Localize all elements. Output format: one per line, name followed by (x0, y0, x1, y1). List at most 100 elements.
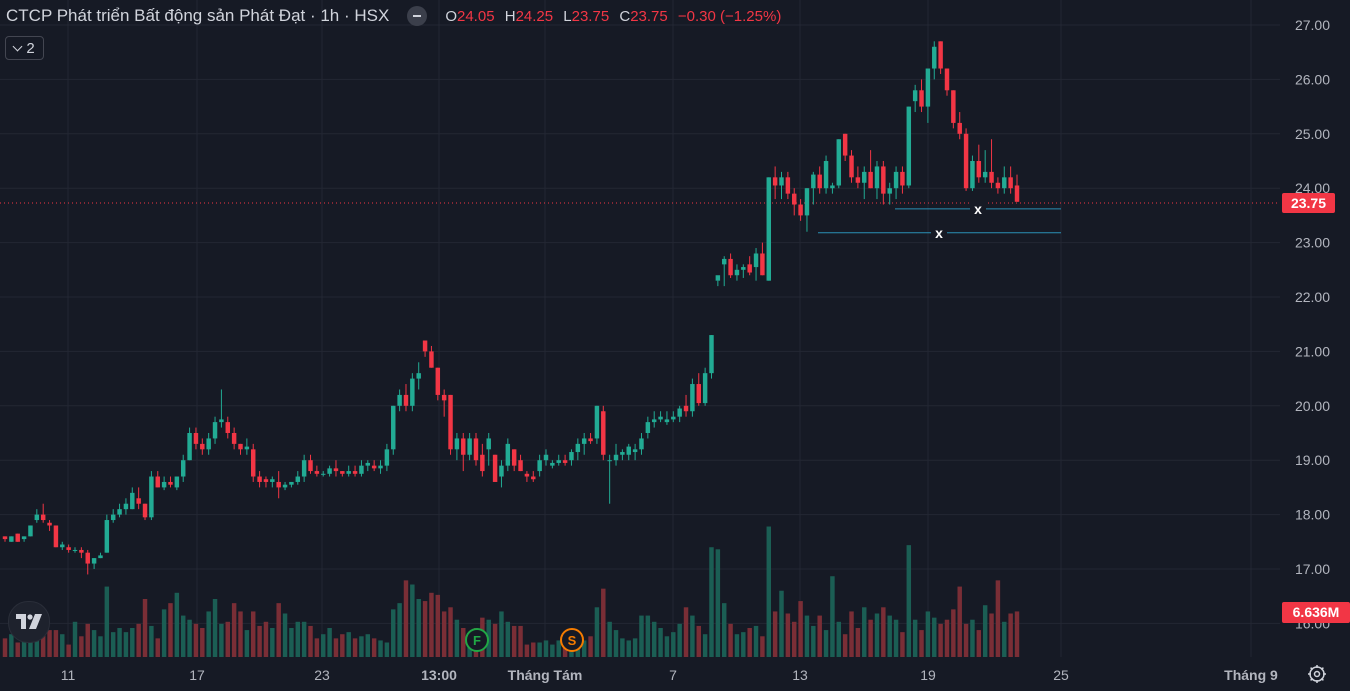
volume-bar (384, 642, 390, 657)
volume-bar (168, 603, 173, 657)
x-tick-label: 7 (669, 667, 677, 683)
candle-body (365, 462, 371, 466)
candle-body (231, 433, 237, 444)
candle-body (830, 185, 835, 189)
candle-body (569, 452, 574, 461)
volume-bar (874, 613, 880, 657)
volume-bar (231, 603, 237, 657)
volume-bar (206, 611, 211, 657)
y-tick-label: 23.00 (1295, 235, 1330, 251)
x-tick-label: 19 (920, 667, 936, 683)
candle-body (219, 419, 224, 423)
volume-bar (855, 628, 861, 657)
volume-bar (79, 636, 84, 657)
volume-bar (47, 630, 52, 657)
candle-body (238, 443, 243, 450)
volume-bar (881, 607, 886, 657)
candle-body (696, 384, 701, 404)
volume-bar (798, 601, 803, 657)
volume-bar (887, 615, 892, 657)
tradingview-logo-icon[interactable] (8, 601, 50, 643)
hide-series-icon[interactable] (407, 6, 428, 26)
candle-body (130, 492, 135, 510)
candle-body (575, 443, 581, 453)
candle-body (671, 416, 676, 420)
candle-body (9, 536, 14, 542)
candle-body (677, 408, 682, 417)
volume-bar (123, 632, 129, 657)
volume-bar (976, 630, 982, 657)
symbol-title[interactable]: CTCP Phát triển Bất động sản Phát Đạt · … (6, 6, 390, 25)
volume-bar (225, 621, 230, 657)
svg-text:6.636M: 6.636M (1293, 604, 1340, 620)
volume-bar (951, 609, 956, 657)
candlesticks (2, 41, 1020, 575)
candle-body (416, 373, 421, 379)
volume-bar (588, 636, 593, 657)
high-label: H (504, 7, 516, 25)
volume-bar (804, 615, 810, 657)
volume-bar (410, 584, 415, 657)
indicator-count: 2 (26, 39, 35, 57)
volume-bar (982, 605, 988, 657)
settings-gear-icon[interactable] (1307, 664, 1327, 684)
chevron-down-icon (12, 41, 23, 51)
volume-bar (289, 628, 294, 657)
volume-bar (187, 619, 192, 657)
candle-body (747, 264, 752, 273)
candle-body (155, 476, 160, 488)
candle-body (1014, 185, 1020, 202)
candle-body (785, 177, 791, 194)
indicators-toggle-button[interactable]: 2 (5, 36, 44, 60)
candle-body (537, 460, 542, 472)
volume-bar (270, 628, 275, 657)
volume-bar (963, 623, 969, 657)
candle-body (779, 177, 784, 186)
volume-bar (944, 619, 950, 657)
candle-body (683, 405, 689, 412)
candle-body (461, 438, 466, 455)
volume-bar (448, 607, 453, 657)
candle-body (448, 394, 453, 450)
candle-body (836, 139, 842, 186)
close-label: C (619, 7, 631, 25)
volume-bar (970, 619, 975, 657)
candle-body (823, 161, 829, 189)
time-axis: 11 17 23 13:00 Tháng Tám 7 13 19 25 Tháng 9 (61, 667, 1278, 683)
volume-bar (932, 617, 937, 657)
horizontal-line-label-bg (931, 224, 947, 241)
volume-bar (811, 625, 816, 657)
volume-bar (174, 592, 180, 657)
volume-bar (193, 623, 199, 657)
candle-body (321, 473, 326, 475)
volume-bar (371, 638, 377, 657)
volume-bar (340, 634, 345, 657)
y-tick-label: 25.00 (1295, 126, 1330, 142)
volume-bar (250, 611, 256, 657)
candle-body (2, 536, 8, 540)
candle-body (798, 204, 803, 216)
candle-body (919, 90, 924, 107)
candle-body (359, 465, 364, 474)
candle-body (849, 155, 854, 178)
event-marker-f[interactable]: F (465, 628, 489, 652)
last-price-label: 23.75 (1282, 193, 1335, 213)
candle-body (620, 452, 625, 455)
candle-body (664, 419, 670, 423)
candle-body (651, 419, 657, 423)
candle-body (594, 405, 600, 439)
event-marker-s[interactable]: S (560, 628, 584, 652)
x-tick-label: 23 (314, 667, 330, 683)
close-value: 23.75 (630, 7, 668, 25)
low-label: L (563, 7, 572, 25)
volume-bar (747, 628, 752, 657)
candle-body (709, 335, 714, 374)
candle-body (766, 177, 772, 281)
y-tick-label: 27.00 (1295, 17, 1330, 33)
volume-bar (537, 642, 542, 657)
candle-body (944, 68, 950, 91)
volume-bar (416, 599, 421, 657)
volume-bar (664, 636, 670, 657)
y-tick-label: 21.00 (1295, 343, 1330, 359)
